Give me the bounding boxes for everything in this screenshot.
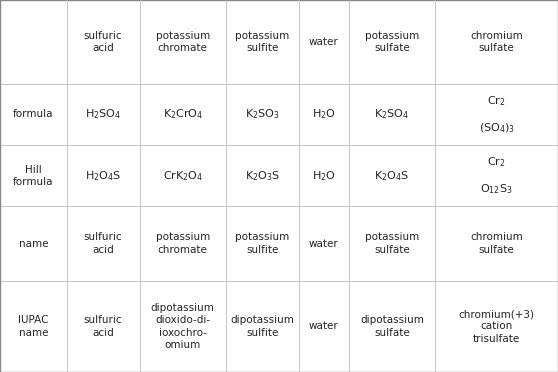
Text: $\mathrm{CrK_2O_4}$: $\mathrm{CrK_2O_4}$ [162,169,203,183]
Text: $\mathrm{Cr_2}$: $\mathrm{Cr_2}$ [487,155,506,169]
Text: chromium
sulfate: chromium sulfate [470,232,523,255]
Text: potassium
sulfite: potassium sulfite [235,232,290,255]
Text: chromium
sulfate: chromium sulfate [470,31,523,53]
Text: dipotassium
sulfite: dipotassium sulfite [230,315,294,338]
Text: $\mathrm{O_{12}S_3}$: $\mathrm{O_{12}S_3}$ [480,182,513,196]
Text: $\mathrm{K_2SO_4}$: $\mathrm{K_2SO_4}$ [374,108,410,121]
Text: dipotassium
dioxido-di-
ioxochro-
omium: dipotassium dioxido-di- ioxochro- omium [151,303,215,350]
Text: water: water [309,321,339,331]
Text: $\mathrm{H_2O}$: $\mathrm{H_2O}$ [312,169,335,183]
Text: dipotassium
sulfate: dipotassium sulfate [360,315,424,338]
Text: sulfuric
acid: sulfuric acid [84,232,123,255]
Text: $\mathrm{(SO_4)_3}$: $\mathrm{(SO_4)_3}$ [479,121,514,135]
Text: $\mathrm{K_2O_3S}$: $\mathrm{K_2O_3S}$ [244,169,280,183]
Text: Hill
formula: Hill formula [13,164,54,187]
Text: potassium
sulfate: potassium sulfate [365,232,419,255]
Text: $\mathrm{H_2SO_4}$: $\mathrm{H_2SO_4}$ [85,108,121,121]
Text: potassium
sulfite: potassium sulfite [235,31,290,53]
Text: water: water [309,239,339,248]
Text: sulfuric
acid: sulfuric acid [84,31,123,53]
Text: name: name [19,239,48,248]
Text: IUPAC
name: IUPAC name [18,315,49,338]
Text: $\mathrm{H_2O}$: $\mathrm{H_2O}$ [312,108,335,121]
Text: $\mathrm{Cr_2}$: $\mathrm{Cr_2}$ [487,94,506,108]
Text: potassium
chromate: potassium chromate [156,232,210,255]
Text: potassium
sulfate: potassium sulfate [365,31,419,53]
Text: $\mathrm{K_2O_4S}$: $\mathrm{K_2O_4S}$ [374,169,410,183]
Text: chromium(+3)
cation
trisulfate: chromium(+3) cation trisulfate [459,309,535,344]
Text: $\mathrm{K_2CrO_4}$: $\mathrm{K_2CrO_4}$ [162,108,203,121]
Text: $\mathrm{H_2O_4S}$: $\mathrm{H_2O_4S}$ [85,169,122,183]
Text: sulfuric
acid: sulfuric acid [84,315,123,338]
Text: $\mathrm{K_2SO_3}$: $\mathrm{K_2SO_3}$ [245,108,280,121]
Text: water: water [309,37,339,47]
Text: formula: formula [13,109,54,119]
Text: potassium
chromate: potassium chromate [156,31,210,53]
